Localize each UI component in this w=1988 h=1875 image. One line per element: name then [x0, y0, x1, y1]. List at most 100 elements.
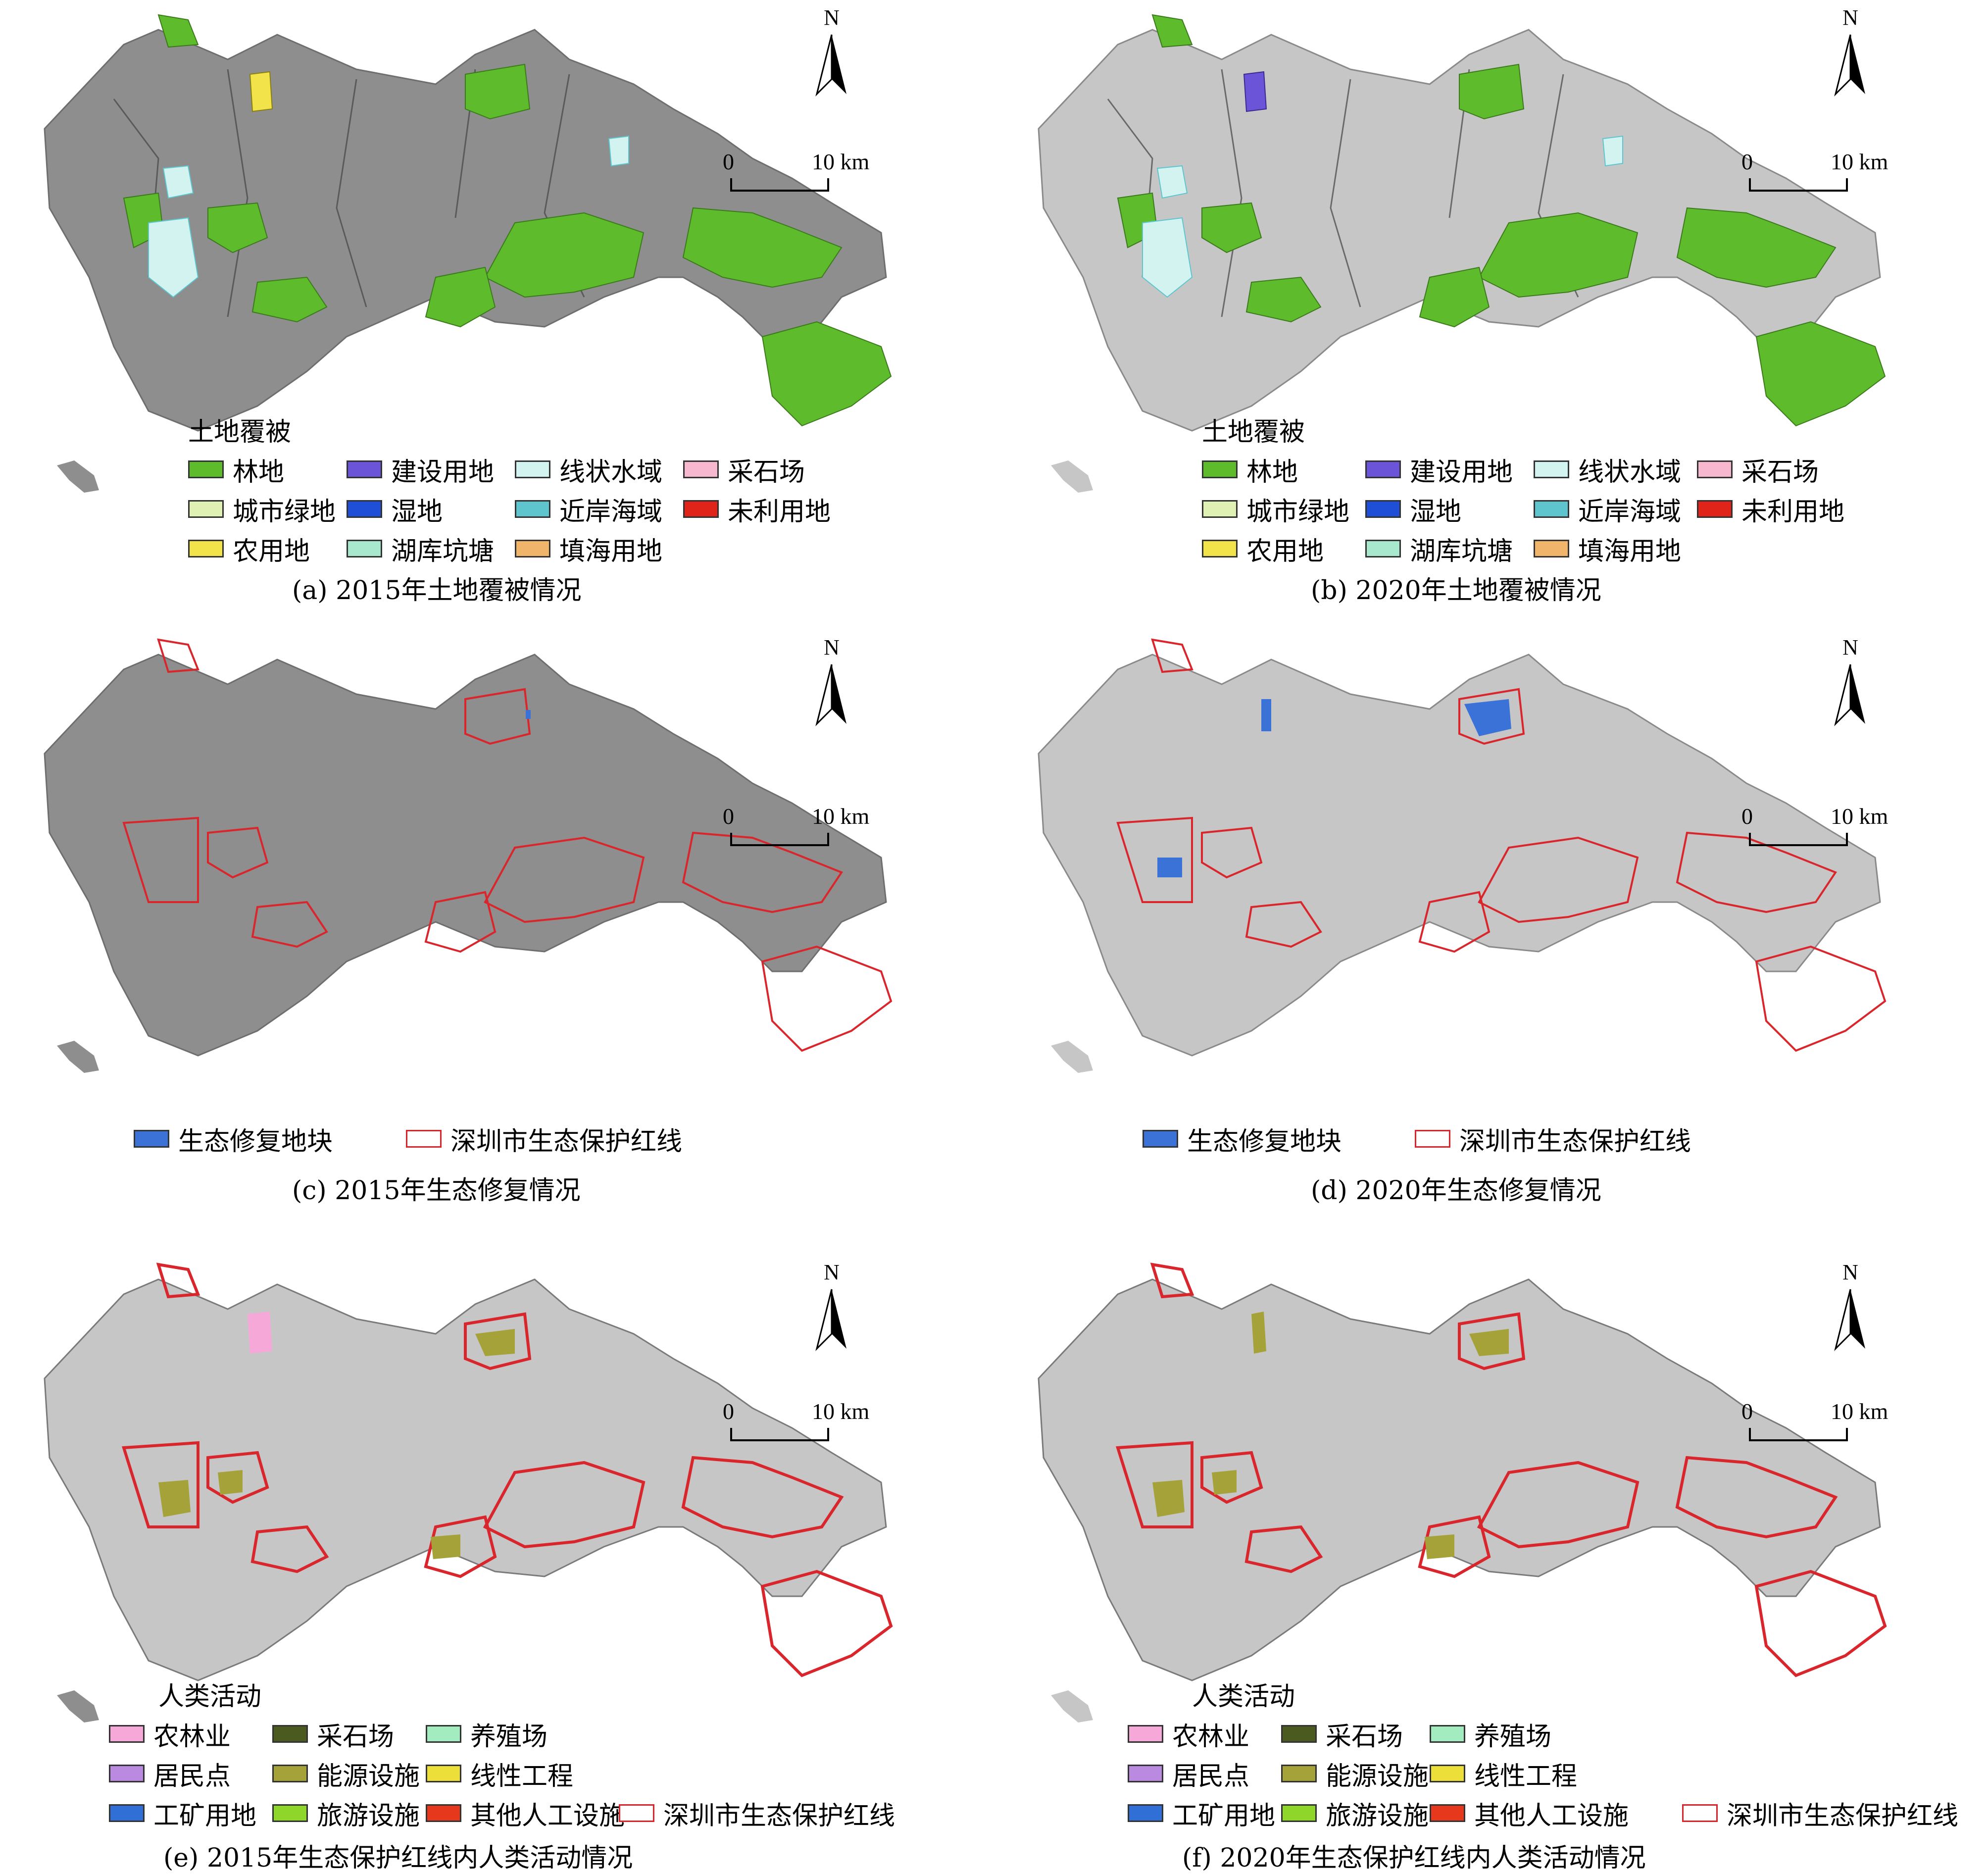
north-label: N [1842, 1260, 1858, 1284]
legend-construction-a: 建设用地 [347, 454, 494, 487]
north-label: N [824, 5, 840, 30]
legend-residential-f: 居民点 [1128, 1758, 1249, 1791]
legend-other-e: 其他人工设施 [426, 1797, 625, 1831]
scale-bar-d: 0 10 km [1741, 803, 1910, 853]
legend-linear-water-b: 线状水域 [1534, 454, 1682, 487]
legend-agri-e: 农林业 [109, 1718, 231, 1752]
swatch-lake [347, 540, 382, 557]
legend-linear-eng-f: 线性工程 [1430, 1758, 1578, 1791]
shenzhen-base-e [44, 1278, 887, 1681]
legend-label: 生态修复地块 [178, 1126, 333, 1157]
legend-title-e: 人类活动 [158, 1682, 262, 1712]
legend-reclamation-a: 填海用地 [515, 533, 663, 566]
scale-ten: 10 km [812, 149, 870, 174]
legend-industrial-e: 工矿用地 [109, 1797, 256, 1831]
legend-label: 养殖场 [1474, 1722, 1552, 1752]
legend-label: 填海用地 [1578, 536, 1682, 566]
swatch-residential [109, 1765, 145, 1782]
swatch-restoration [1143, 1130, 1178, 1148]
swatch-quarry [683, 460, 719, 478]
redline-boundaries-c [122, 638, 893, 1052]
swatch-urban-green [188, 500, 224, 518]
swatch-unused [1697, 500, 1733, 518]
legend-other-f: 其他人工设施 [1430, 1797, 1629, 1831]
scale-zero: 0 [1741, 149, 1753, 174]
swatch-breeding [426, 1725, 461, 1743]
swatch-reclamation [515, 540, 550, 557]
north-arrow-d: N [1826, 635, 1875, 729]
swatch-industrial [1128, 1804, 1163, 1822]
map-e [44, 1263, 893, 1681]
redline-boundaries-f [1116, 1263, 1887, 1677]
legend-label: 深圳市生态保护红线 [1459, 1126, 1691, 1157]
legend-label: 线性工程 [1474, 1761, 1578, 1791]
legend-label: 填海用地 [559, 536, 663, 566]
legend-label: 采石场 [728, 457, 805, 487]
legend-unused-b: 未利用地 [1697, 493, 1844, 527]
swatch-redline [619, 1804, 654, 1822]
legend-forest-a: 林地 [188, 454, 285, 487]
shenzhen-base-f [1038, 1278, 1881, 1681]
legend-label: 近岸海域 [559, 497, 663, 527]
legend-breeding-f: 养殖场 [1430, 1718, 1552, 1752]
legend-lake-b: 湖库坑塘 [1365, 533, 1513, 566]
swatch-redline [406, 1130, 442, 1148]
panel-e: N 0 10 km 人类活动 农林业 采石场 养殖场 居民点 能源设施 线性工程… [0, 1250, 994, 1875]
legend-unused-a: 未利用地 [683, 493, 831, 527]
swatch-energy [1281, 1765, 1317, 1782]
legend-label: 农林业 [153, 1722, 231, 1752]
legend-nearshore-b: 近岸海域 [1534, 493, 1681, 527]
legend-label: 未利用地 [728, 497, 831, 527]
legend-quarry-b: 采石场 [1697, 454, 1819, 487]
legend-label: 能源设施 [317, 1761, 420, 1791]
legend-label: 林地 [233, 457, 285, 487]
swatch-quarry [1697, 460, 1733, 478]
legend-label: 线状水域 [1578, 457, 1682, 487]
legend-label: 养殖场 [470, 1722, 548, 1752]
swatch-restoration [134, 1130, 169, 1148]
legend-urban-green-b: 城市绿地 [1202, 493, 1349, 527]
map-f [1038, 1263, 1887, 1681]
swatch-forest [188, 460, 224, 478]
legend-label: 其他人工设施 [1474, 1801, 1629, 1831]
caption-e: (e) 2015年生态保护红线内人类活动情况 [163, 1843, 633, 1873]
swatch-lake [1365, 540, 1401, 557]
legend-energy-f: 能源设施 [1281, 1758, 1429, 1791]
forest-patches-b [1117, 14, 1886, 427]
swatch-tourism [272, 1804, 308, 1822]
swatch-urban-green [1202, 500, 1238, 518]
legend-quarry-f: 采石场 [1281, 1718, 1403, 1752]
scale-ten: 10 km [1831, 149, 1889, 174]
swatch-agri [1128, 1725, 1163, 1743]
restoration-patches-d [1157, 699, 1511, 877]
legend-redline-c: 深圳市生态保护红线 [406, 1123, 682, 1157]
swatch-breeding [1430, 1725, 1465, 1743]
legend-label: 居民点 [153, 1761, 231, 1791]
swatch-wetland [1365, 500, 1401, 518]
legend-restoration-d: 生态修复地块 [1143, 1123, 1342, 1157]
panel-f: N 0 10 km 人类活动 农林业 采石场 养殖场 居民点 能源设施 线性工程… [994, 1250, 1988, 1875]
swatch-energy [272, 1765, 308, 1782]
legend-quarry-a: 采石场 [683, 454, 805, 487]
swatch-tourism [1281, 1804, 1317, 1822]
legend-energy-e: 能源设施 [272, 1758, 420, 1791]
swatch-nearshore [515, 500, 550, 518]
water-patches-a [148, 135, 629, 298]
swatch-construction [1365, 460, 1401, 478]
north-label: N [1842, 635, 1858, 659]
legend-label: 湖库坑塘 [1410, 536, 1513, 566]
legend-label: 农用地 [1246, 536, 1324, 566]
legend-label: 湖库坑塘 [391, 536, 495, 566]
legend-label: 湿地 [1410, 497, 1462, 527]
swatch-linear-eng [1430, 1765, 1465, 1782]
caption-f: (f) 2020年生态保护红线内人类活动情况 [1182, 1843, 1646, 1873]
scale-zero: 0 [723, 804, 734, 829]
scale-bar-a: 0 10 km [723, 149, 891, 198]
legend-farmland-a: 农用地 [188, 533, 310, 566]
legend-wetland-a: 湿地 [347, 493, 443, 527]
scale-bar-f: 0 10 km [1741, 1398, 1910, 1448]
swatch-farmland [188, 540, 224, 557]
swatch-redline [1682, 1804, 1718, 1822]
activity-patches-f [1152, 1312, 1509, 1559]
forest-patches-a [123, 14, 892, 427]
